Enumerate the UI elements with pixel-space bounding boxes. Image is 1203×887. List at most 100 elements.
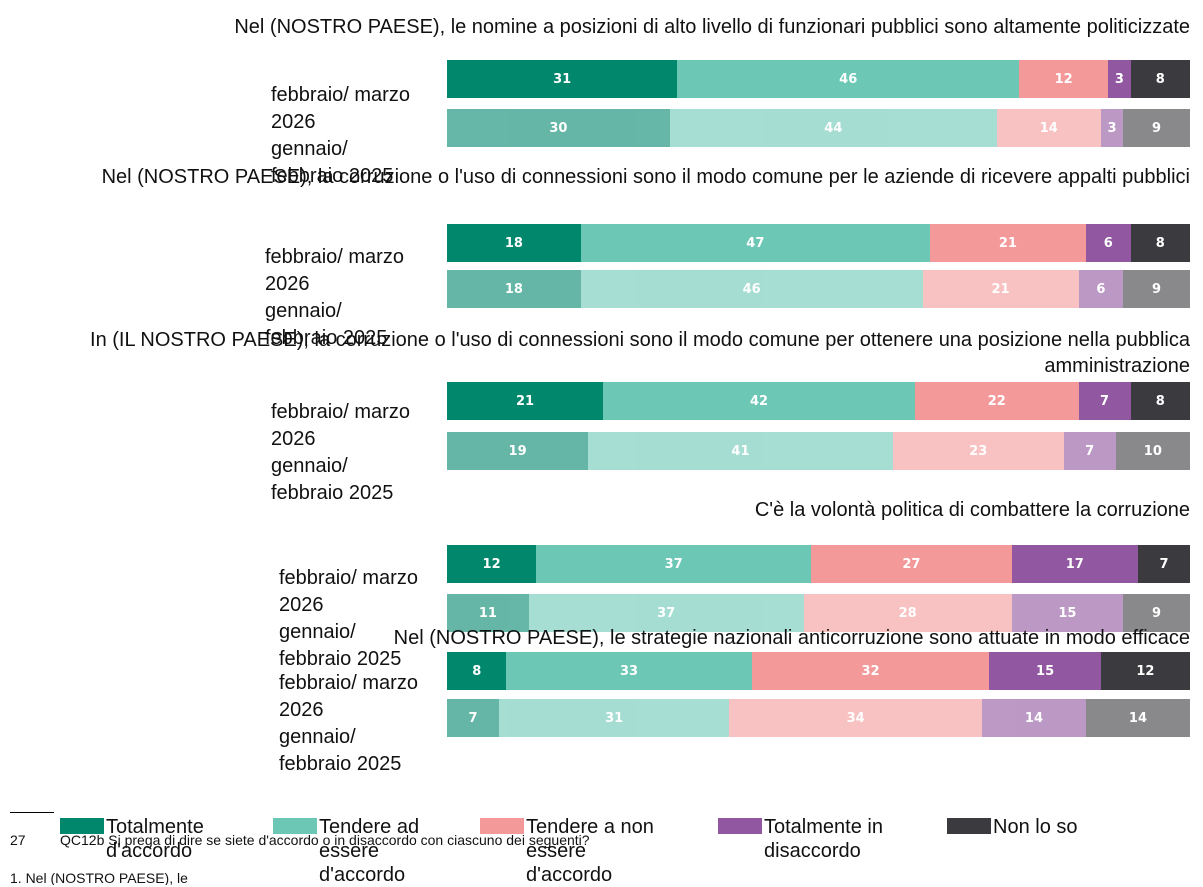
bar-segment: 46 — [677, 60, 1020, 98]
data-label: 34 — [846, 710, 865, 726]
bar-segment: 3 — [1100, 109, 1124, 147]
bar-segment: 37 — [536, 545, 812, 583]
chart-title: In (IL NOSTRO PAESE), la corruzione o l'… — [90, 329, 1190, 377]
data-label: 21 — [998, 235, 1017, 251]
data-label: 8 — [1155, 71, 1165, 87]
data-label: 30 — [549, 120, 568, 136]
chart-title: C'è la volontà politica di combattere la… — [754, 499, 1190, 521]
data-label: 8 — [1155, 235, 1165, 251]
data-label: 41 — [731, 443, 750, 459]
category-label: gennaio/ febbraio 2025 — [271, 455, 394, 504]
data-label: 7 — [468, 710, 478, 726]
bar-segment: 7 — [1063, 432, 1116, 470]
data-label: 15 — [1058, 605, 1077, 621]
category-label: gennaio/ febbraio 2025 — [265, 300, 388, 349]
data-label: 44 — [824, 120, 843, 136]
chart-title: Nel (NOSTRO PAESE), la corruzione o l'us… — [101, 166, 1190, 188]
footnote-rule — [10, 812, 54, 813]
chart-title: Nel (NOSTRO PAESE), le strategie naziona… — [393, 627, 1190, 649]
bar-segment: 7 — [1137, 545, 1190, 583]
bar-segment: 32 — [751, 652, 990, 690]
legend-label: Tendere ad essere d'accordo — [319, 816, 420, 886]
bar-segment: 28 — [803, 594, 1012, 632]
data-label: 12 — [1054, 71, 1073, 87]
data-label: 9 — [1152, 605, 1162, 621]
data-label: 11 — [478, 605, 497, 621]
data-label: 12 — [482, 556, 501, 572]
category-label: gennaio/ febbraio 2025 — [271, 138, 394, 187]
bar-segment: 6 — [1078, 270, 1124, 308]
data-label: 46 — [839, 71, 858, 87]
footnote-item: 1. Nel (NOSTRO PAESE), le — [10, 870, 188, 885]
bar-segment: 34 — [729, 699, 982, 737]
bar-segment: 8 — [447, 652, 507, 690]
bar-segment: 9 — [1123, 270, 1190, 308]
data-label: 7 — [1085, 443, 1095, 459]
category-labels: febbraio/ marzo 2026 gennaio/ febbraio 20… — [279, 565, 419, 673]
legend-swatch — [60, 818, 104, 834]
bar-segment: 18 — [447, 224, 581, 262]
bar-segment: 42 — [603, 382, 916, 420]
bar-segment: 41 — [588, 432, 893, 470]
data-label: 32 — [861, 663, 880, 679]
category-label: febbraio/ marzo 2026 — [271, 401, 410, 450]
legend-swatch — [480, 818, 524, 834]
category-label: febbraio/ marzo 2026 — [279, 567, 418, 616]
data-label: 6 — [1096, 281, 1106, 297]
data-label: 23 — [969, 443, 988, 459]
data-label: 3 — [1114, 71, 1124, 87]
data-label: 14 — [1128, 710, 1148, 726]
data-label: 12 — [1136, 663, 1155, 679]
legend-label: Non lo so — [993, 816, 1078, 838]
category-label: febbraio/ marzo 2026 — [271, 84, 410, 133]
category-labels: febbraio/ marzo 2026 gennaio/ febbraio 20… — [279, 670, 419, 778]
bar-segment: 7 — [1078, 382, 1131, 420]
category-label: gennaio/ febbraio 2025 — [279, 621, 402, 670]
bar-segment: 12 — [1100, 652, 1190, 690]
footnote-text: QC12b Si prega di dire se siete d'accord… — [60, 832, 590, 848]
bar-segment: 44 — [669, 109, 997, 147]
data-label: 47 — [746, 235, 765, 251]
bar-segment: 31 — [499, 699, 730, 737]
data-label: 37 — [664, 556, 683, 572]
footnote-number: 27 — [10, 832, 26, 848]
bar-segment: 8 — [1130, 382, 1190, 420]
bar-segment: 30 — [447, 109, 670, 147]
bar-segment: 21 — [447, 382, 604, 420]
bar-segment: 46 — [580, 270, 923, 308]
data-label: 18 — [504, 235, 523, 251]
bar-segment: 17 — [1011, 545, 1138, 583]
category-label: febbraio/ marzo 2026 — [279, 672, 418, 721]
data-label: 14 — [1039, 120, 1058, 136]
bar-segment: 15 — [1011, 594, 1124, 632]
legend-label: Tendere a non essere d'accordo — [526, 816, 654, 886]
bar-segment: 37 — [528, 594, 804, 632]
data-label: 27 — [902, 556, 921, 572]
bar-segment: 9 — [1123, 109, 1190, 147]
data-label: 22 — [987, 393, 1006, 409]
bar-segment: 8 — [1130, 60, 1190, 98]
bar-segment: 7 — [447, 699, 499, 737]
data-label: 21 — [515, 393, 535, 409]
bar-segment: 27 — [811, 545, 1012, 583]
bar-segment: 23 — [892, 432, 1064, 470]
data-label: 37 — [657, 605, 676, 621]
bar-segment: 12 — [447, 545, 537, 583]
bar-segment: 19 — [447, 432, 589, 470]
bar-segment: 22 — [915, 382, 1079, 420]
data-label: 19 — [508, 443, 527, 459]
bar-segment: 47 — [580, 224, 930, 262]
chart-title: Nel (NOSTRO PAESE), le nomine a posizion… — [234, 16, 1190, 38]
bar-segment: 21 — [922, 270, 1079, 308]
data-label: 9 — [1152, 120, 1162, 136]
legend-swatch — [947, 818, 991, 834]
bar-segment: 14 — [1085, 699, 1190, 737]
data-label: 31 — [553, 71, 572, 87]
data-label: 17 — [1065, 556, 1084, 572]
legend-label: Totalmente d'accordo — [106, 816, 204, 862]
data-label: 28 — [898, 605, 917, 621]
data-label: 9 — [1152, 281, 1162, 297]
data-label: 21 — [991, 281, 1010, 297]
data-label: 33 — [619, 663, 639, 679]
